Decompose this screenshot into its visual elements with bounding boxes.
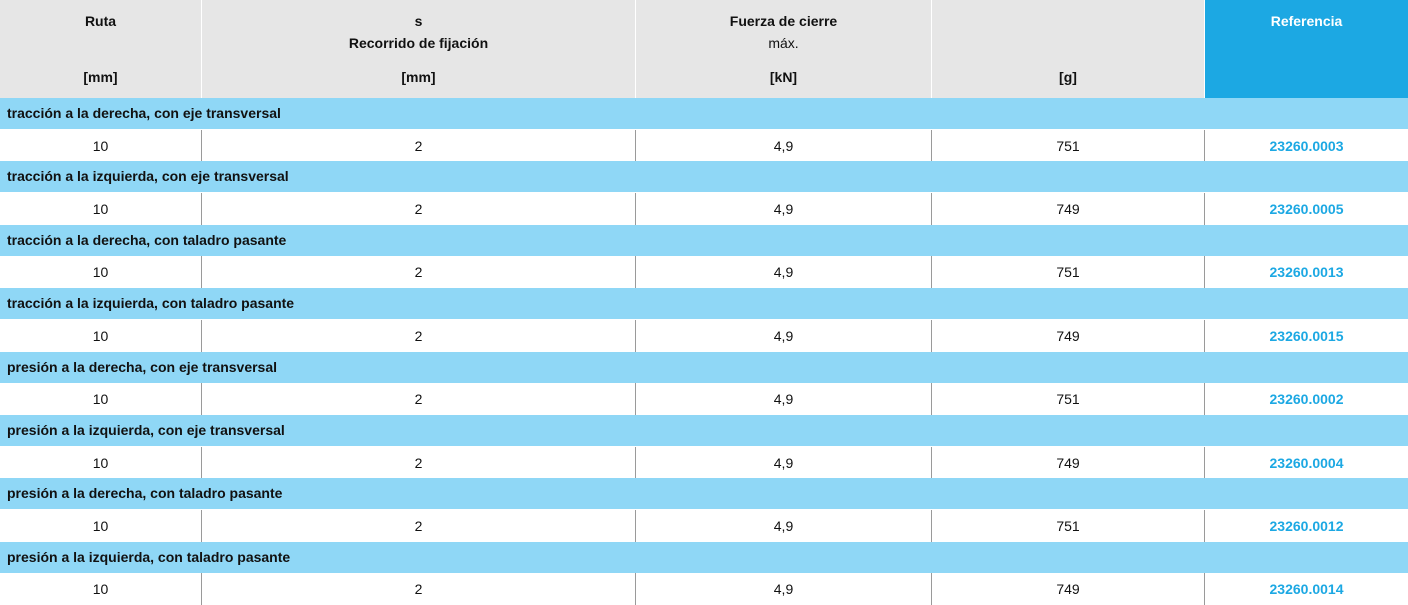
reference-link[interactable]: 23260.0002 [1269, 391, 1344, 408]
header-unit: [mm] [83, 69, 118, 85]
header-cell: [g] [932, 0, 1205, 98]
reference-link[interactable]: 23260.0005 [1269, 201, 1344, 218]
table-cell: 2 [202, 129, 636, 162]
table-cell: 23260.0004 [1205, 447, 1408, 479]
table-cell: 23260.0005 [1205, 193, 1408, 225]
reference-link[interactable]: 23260.0012 [1269, 517, 1344, 534]
header-cell: s Recorrido de fijación [mm] [202, 0, 636, 98]
reference-link[interactable]: 23260.0014 [1269, 581, 1344, 598]
header-title: Ruta [84, 13, 117, 29]
table-cell: 10 [0, 509, 202, 542]
table-cell: 749 [932, 193, 1205, 226]
table-cell: 23260.0012 [1205, 510, 1408, 542]
header-cell: Referencia [1205, 0, 1408, 98]
table-cell: 23260.0003 [1205, 130, 1408, 162]
table-cell: 4,9 [636, 573, 932, 605]
group-label: presión a la izquierda, con eje transver… [0, 414, 1408, 446]
table-cell: 23260.0015 [1205, 320, 1408, 352]
header-unit: [g] [1059, 69, 1077, 85]
reference-link[interactable]: 23260.0015 [1269, 327, 1344, 344]
table-cell: 751 [932, 383, 1205, 416]
group-label: presión a la derecha, con eje transversa… [0, 351, 1408, 383]
group-label: tracción a la izquierda, con eje transve… [0, 161, 1408, 193]
table-cell: 10 [0, 129, 202, 162]
table-cell: 23260.0013 [1205, 256, 1408, 288]
header-cell: Ruta [mm] [0, 0, 202, 98]
header-title: s [414, 13, 423, 29]
table-cell: 23260.0002 [1205, 383, 1408, 415]
table-cell: 4,9 [636, 319, 932, 352]
table-cell: 4,9 [636, 193, 932, 226]
table-cell: 749 [932, 446, 1205, 479]
header-title: Fuerza de cierre [729, 13, 838, 29]
group-label: presión a la derecha, con taladro pasant… [0, 478, 1408, 510]
reference-link[interactable]: 23260.0013 [1269, 264, 1344, 281]
table-cell: 10 [0, 383, 202, 416]
header-unit: [mm] [401, 69, 436, 85]
table-cell: 10 [0, 319, 202, 352]
table-cell: 4,9 [636, 129, 932, 162]
table-cell: 4,9 [636, 383, 932, 416]
table-cell: 749 [932, 573, 1205, 605]
header-note: máx. [768, 35, 799, 51]
table-cell: 2 [202, 573, 636, 605]
table-cell: 23260.0014 [1205, 573, 1408, 605]
table-cell: 10 [0, 256, 202, 289]
header-title: Referencia [1270, 13, 1343, 29]
header-subtitle: Recorrido de fijación [348, 35, 489, 51]
header-cell: Fuerza de cierre máx. [kN] [636, 0, 932, 98]
table-cell: 2 [202, 193, 636, 226]
table-cell: 2 [202, 509, 636, 542]
table-cell: 10 [0, 446, 202, 479]
header-unit: [kN] [769, 69, 798, 85]
reference-link[interactable]: 23260.0003 [1269, 137, 1344, 154]
table-cell: 751 [932, 509, 1205, 542]
group-label: tracción a la derecha, con eje transvers… [0, 98, 1408, 129]
reference-link[interactable]: 23260.0004 [1269, 454, 1344, 471]
table-cell: 10 [0, 573, 202, 605]
table-cell: 2 [202, 446, 636, 479]
table-cell: 2 [202, 256, 636, 289]
group-label: presión a la izquierda, con taladro pasa… [0, 541, 1408, 573]
table-cell: 751 [932, 129, 1205, 162]
group-label: tracción a la derecha, con taladro pasan… [0, 224, 1408, 256]
table-cell: 4,9 [636, 446, 932, 479]
group-label: tracción a la izquierda, con taladro pas… [0, 288, 1408, 320]
table-cell: 2 [202, 319, 636, 352]
table-cell: 4,9 [636, 509, 932, 542]
table-cell: 4,9 [636, 256, 932, 289]
table-cell: 2 [202, 383, 636, 416]
table-cell: 749 [932, 319, 1205, 352]
table-cell: 10 [0, 193, 202, 226]
table-cell: 751 [932, 256, 1205, 289]
